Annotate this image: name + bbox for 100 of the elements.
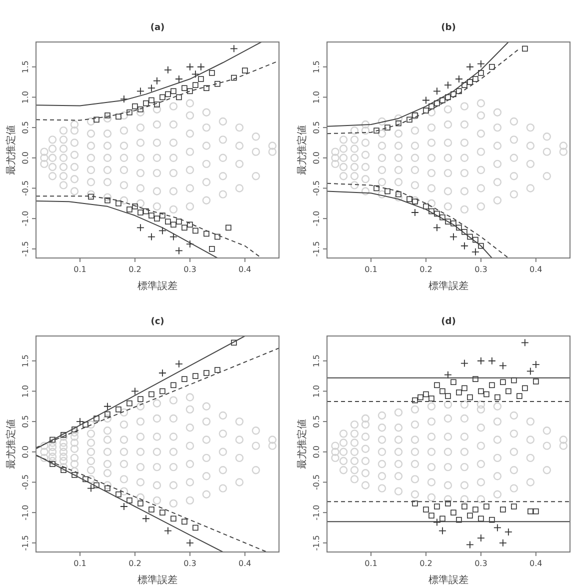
point — [104, 411, 110, 418]
point — [148, 97, 154, 104]
y-tick-label: -1.5 — [312, 535, 321, 551]
point — [187, 88, 193, 94]
point — [82, 476, 88, 482]
point — [165, 218, 171, 224]
y-tick-label: 1.0 — [21, 90, 30, 104]
point — [428, 103, 434, 110]
point — [456, 88, 462, 94]
point — [170, 88, 176, 94]
point — [472, 236, 478, 243]
point — [478, 242, 484, 249]
point — [450, 510, 456, 516]
point — [374, 185, 380, 192]
point — [82, 422, 88, 428]
point — [511, 377, 517, 384]
point — [445, 218, 451, 224]
point — [164, 526, 172, 535]
point — [418, 394, 424, 400]
point — [511, 504, 517, 510]
point — [494, 394, 500, 400]
point — [434, 210, 440, 217]
point — [440, 388, 446, 394]
point — [116, 406, 122, 412]
point — [533, 508, 539, 514]
point — [186, 240, 194, 248]
point — [169, 232, 178, 241]
point — [209, 246, 215, 252]
point — [170, 222, 176, 228]
point — [438, 526, 446, 535]
point — [192, 82, 198, 88]
chart-title: (b) — [441, 23, 456, 33]
point — [231, 340, 237, 346]
point — [412, 198, 418, 204]
point — [126, 498, 132, 504]
y-tick-label: -0.5 — [312, 180, 321, 196]
point — [160, 94, 166, 100]
line-series — [327, 48, 520, 134]
point — [132, 204, 138, 210]
point — [138, 500, 144, 506]
x-tick-label: 0.1 — [74, 265, 86, 274]
point — [434, 504, 440, 510]
y-tick-label: 0.0 — [312, 446, 321, 458]
y-tick-label: 1.5 — [21, 60, 30, 74]
point — [384, 124, 390, 130]
point — [423, 506, 429, 512]
point — [94, 116, 100, 123]
point — [412, 397, 418, 404]
point — [182, 85, 188, 92]
point — [182, 518, 188, 525]
point — [138, 396, 144, 402]
point — [182, 224, 188, 231]
point — [136, 87, 144, 96]
point — [384, 188, 390, 194]
point — [126, 109, 132, 116]
point — [170, 516, 176, 522]
point — [484, 391, 490, 398]
point — [170, 382, 176, 388]
x-tick-label: 0.1 — [74, 559, 86, 568]
point — [116, 114, 122, 120]
point — [204, 370, 210, 376]
point — [148, 232, 156, 241]
y-tick-label: -1.0 — [312, 210, 321, 226]
point — [434, 100, 440, 106]
point — [176, 218, 182, 224]
point — [484, 504, 490, 510]
point — [142, 514, 150, 523]
point — [148, 506, 154, 512]
x-tick-label: 0.2 — [420, 265, 432, 274]
point — [456, 390, 462, 396]
point — [182, 376, 188, 382]
point — [522, 385, 528, 392]
point — [476, 60, 485, 68]
y-tick-label: 1.0 — [21, 384, 30, 398]
point — [187, 222, 193, 228]
point — [506, 388, 512, 394]
point — [433, 224, 441, 232]
point — [445, 500, 451, 506]
point — [454, 75, 463, 83]
y-tick-label: -0.5 — [312, 474, 321, 490]
point — [116, 491, 122, 498]
y-tick-label: -1.0 — [21, 210, 30, 226]
x-tick-label: 0.4 — [238, 559, 252, 568]
point — [462, 504, 468, 510]
x-tick-label: 0.2 — [128, 559, 142, 568]
point — [120, 502, 128, 510]
point — [138, 210, 144, 216]
point — [143, 208, 149, 214]
point — [476, 356, 485, 365]
point — [198, 76, 204, 82]
point — [472, 76, 478, 82]
y-tick-label: 1.0 — [312, 384, 321, 398]
point — [50, 461, 56, 467]
point — [423, 108, 429, 114]
point — [467, 512, 473, 518]
point — [158, 369, 166, 377]
y-tick-label: 0.5 — [21, 415, 30, 428]
point — [520, 338, 529, 347]
y-tick-label: 0.0 — [21, 446, 30, 458]
x-tick-label: 0.4 — [238, 265, 252, 274]
